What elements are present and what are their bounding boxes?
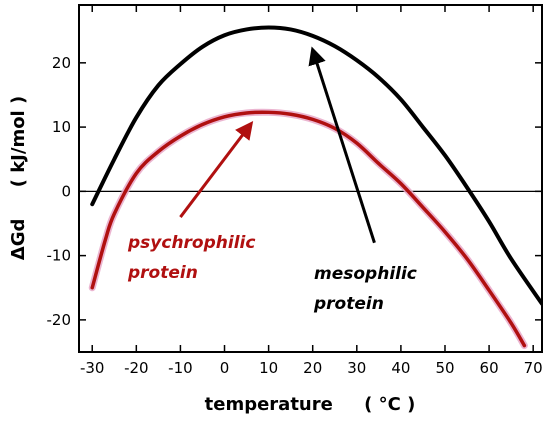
y-tick-label: 0: [61, 182, 71, 200]
x-tick-label: 60: [480, 359, 499, 377]
y-tick-label: 20: [52, 54, 71, 72]
x-tick-label: -10: [168, 359, 193, 377]
series-line: [90, 110, 527, 348]
series-line: [90, 25, 542, 306]
annotation-arrow: [308, 46, 376, 244]
annotation-label: psychrophilic: [127, 233, 255, 253]
y-tick-label: 10: [52, 118, 71, 136]
x-tick-label: 0: [220, 359, 230, 377]
x-tick-label: 70: [524, 359, 543, 377]
annotation-group: psychrophilic protein mesophilic protein: [127, 46, 417, 314]
y-tick-label: -10: [47, 247, 72, 265]
x-tick-label: 30: [347, 359, 366, 377]
series-glow: [88, 108, 528, 350]
y-tick-label: -20: [47, 311, 72, 329]
x-tick-label: 20: [303, 359, 322, 377]
annotation-label: mesophilic: [314, 264, 417, 284]
series-group: [88, 25, 542, 350]
x-tick-label: -20: [124, 359, 149, 377]
annotation-arrow: [179, 121, 254, 218]
axis-ticks: -30 -20 -10 0 10 20 30 40 50 60 70 -20 -10 0 10 20: [47, 5, 543, 377]
x-tick-label: 40: [391, 359, 410, 377]
x-tick-label: 50: [435, 359, 454, 377]
x-axis-title: temperature ( °C ): [205, 394, 416, 415]
x-tick-label: 10: [259, 359, 278, 377]
y-axis-title: ΔGd ( kJ/mol ): [8, 96, 29, 260]
annotation-label: protein: [313, 294, 384, 314]
x-tick-label: -30: [80, 359, 105, 377]
plot-frame: [78, 4, 543, 353]
annotation-label: protein: [127, 263, 198, 283]
